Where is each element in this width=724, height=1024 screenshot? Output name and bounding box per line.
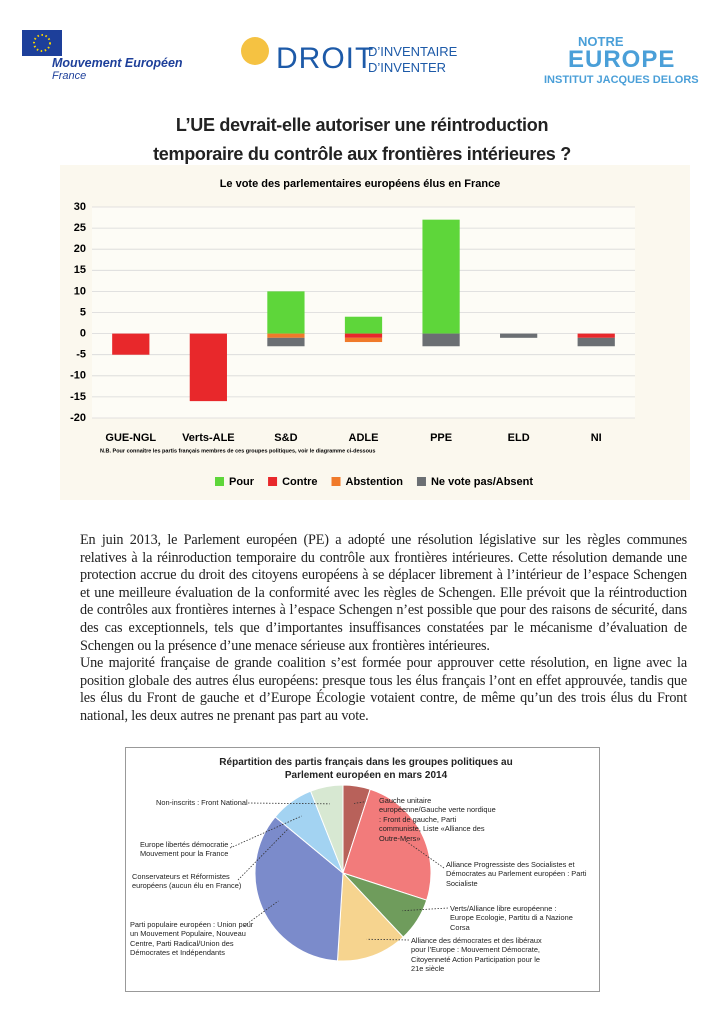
bar-chart: Le vote des parlementaires européens élu… xyxy=(60,165,690,500)
leader-line xyxy=(405,840,445,869)
pie-label: Verts/Alliance libre européenne : Europe… xyxy=(450,904,573,932)
pie-label: Alliance Progressiste des Socialistes et… xyxy=(446,860,587,888)
x-tick-label: S&D xyxy=(274,432,297,444)
bar xyxy=(577,337,615,347)
bar xyxy=(267,337,305,347)
legend-swatch xyxy=(268,477,278,486)
legend-label: Pour xyxy=(229,476,255,488)
logo-text: Mouvement Européen xyxy=(52,56,183,70)
leader-line xyxy=(243,900,279,927)
bar xyxy=(344,316,383,334)
leader-line xyxy=(366,938,410,941)
logo-me: Mouvement Européen France xyxy=(20,28,200,86)
logo-nejd: NOTRE EUROPE INSTITUT JACQUES DELORS xyxy=(538,26,718,96)
pie-slice xyxy=(254,816,344,962)
leader-line xyxy=(237,827,290,881)
bar xyxy=(189,333,227,402)
pie-label: Conservateurs et Réformistes européens (… xyxy=(132,872,242,891)
y-tick-label: -10 xyxy=(70,370,86,382)
legend-label: Ne vote pas/Absent xyxy=(431,476,533,488)
bar xyxy=(112,333,150,355)
legend-swatch xyxy=(331,477,341,486)
logo-text: INSTITUT JACQUES DELORS xyxy=(544,74,699,86)
y-tick-label: -15 xyxy=(70,391,86,403)
pie-chart xyxy=(229,784,449,962)
pie-label: Gauche unitaire européenne/Gauche verte … xyxy=(379,796,496,843)
bar xyxy=(422,333,460,347)
legend-label: Abstention xyxy=(346,476,404,488)
bar xyxy=(267,333,305,338)
body-text: En juin 2013, le Parlement européen (PE)… xyxy=(80,532,687,726)
logo-dot xyxy=(241,37,269,65)
x-tick-label: ADLE xyxy=(349,432,379,444)
eu-flag xyxy=(22,30,62,56)
legend-label: Contre xyxy=(282,476,317,488)
x-tick-label: PPE xyxy=(430,432,452,444)
bar xyxy=(344,333,383,338)
title: temporaire du contrôle aux frontières in… xyxy=(153,144,571,164)
logo-text: NOTRE xyxy=(578,34,624,49)
y-tick-label: -20 xyxy=(70,412,86,424)
y-tick-label: 0 xyxy=(80,328,86,340)
legend-swatch xyxy=(416,477,426,486)
y-tick-label: 30 xyxy=(74,201,86,213)
x-tick-label: Verts-ALE xyxy=(182,432,235,444)
pie-slice xyxy=(342,788,432,901)
logo-text: France xyxy=(52,70,87,82)
logo-text: EUROPE xyxy=(568,46,676,73)
chart-title: Le vote des parlementaires européens élu… xyxy=(220,178,501,190)
pie-label: Non-inscrits : Front National xyxy=(156,798,248,807)
legend-swatch xyxy=(215,477,224,486)
chart-title: Répartition des partis français dans les… xyxy=(219,757,513,781)
logo-text: DROIT xyxy=(276,42,375,75)
y-tick-label: 10 xyxy=(74,285,86,297)
logo-droit: DROIT D’INVENTAIRE D’INVENTER xyxy=(240,34,490,84)
y-tick-label: 25 xyxy=(74,222,86,234)
bar xyxy=(267,291,305,334)
title: L’UE devrait-elle autoriser une réintrod… xyxy=(175,115,549,135)
pie-label: Europe libertés démocratie : Mouvement p… xyxy=(140,840,233,859)
paragraph: En juin 2013, le Parlement européen (PE)… xyxy=(80,532,687,654)
x-tick-label: GUE-NGL xyxy=(105,432,156,444)
pie-slice xyxy=(336,871,404,962)
x-tick-label: ELD xyxy=(508,432,530,444)
pie-label: Alliance des démocrates et des libéraux … xyxy=(411,936,542,974)
logo-text: D’INVENTER xyxy=(368,60,447,75)
x-tick-label: NI xyxy=(591,432,602,444)
y-tick-label: 20 xyxy=(74,243,86,255)
bar xyxy=(577,333,615,338)
bar xyxy=(422,219,460,334)
logo-text: D’INVENTAIRE xyxy=(368,44,458,59)
leader-line xyxy=(229,815,302,849)
pie-chart-box: Répartition des partis français dans les… xyxy=(125,747,600,992)
chart-note: N.B. Pour connaître les partis français … xyxy=(100,448,375,454)
bar xyxy=(344,337,383,343)
pie-slice xyxy=(309,784,344,874)
pie-label: Parti populaire européen : Union pour un… xyxy=(130,920,254,958)
y-tick-label: -5 xyxy=(76,349,86,361)
y-tick-label: 15 xyxy=(74,264,86,276)
y-tick-label: 5 xyxy=(80,306,86,318)
bar xyxy=(500,333,538,338)
paragraph: Une majorité française de grande coaliti… xyxy=(80,655,687,724)
